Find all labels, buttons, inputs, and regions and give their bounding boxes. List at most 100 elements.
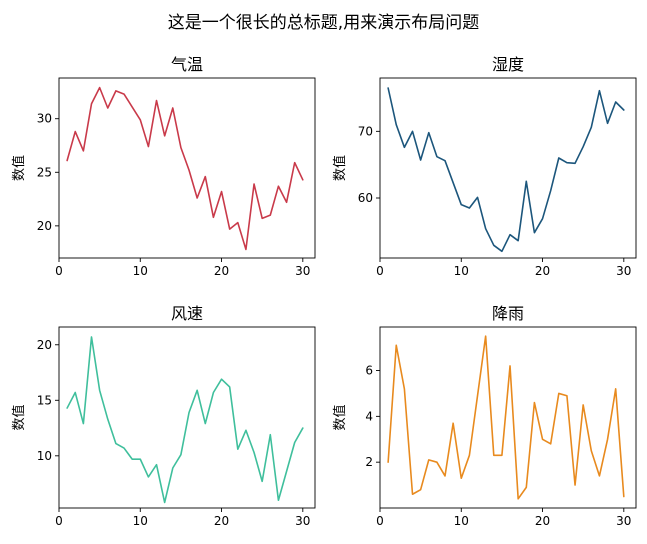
data-point <box>607 123 609 125</box>
x-tick-label: 20 <box>214 514 229 528</box>
data-point <box>452 182 454 184</box>
data-point <box>420 159 422 161</box>
data-point <box>261 481 263 483</box>
y-tick-label: 60 <box>358 191 373 205</box>
subplot-title: 湿度 <box>492 55 524 74</box>
x-tick-label: 30 <box>616 264 631 278</box>
data-point <box>428 459 430 461</box>
x-tick-label: 10 <box>454 514 469 528</box>
data-point <box>91 103 93 105</box>
data-point <box>270 214 272 216</box>
data-point <box>156 464 158 466</box>
series-line <box>66 86 304 251</box>
data-point <box>582 404 584 406</box>
y-tick-label: 6 <box>365 364 373 378</box>
data-point <box>286 471 288 473</box>
y-tick-label: 30 <box>37 112 52 126</box>
data-point <box>460 204 462 206</box>
data-point <box>229 228 231 230</box>
data-point <box>270 434 272 436</box>
data-point <box>115 443 117 445</box>
data-point <box>493 455 495 457</box>
data-point <box>574 163 576 165</box>
data-point <box>485 228 487 230</box>
y-tick-label: 2 <box>365 455 373 469</box>
x-tick-label: 30 <box>295 264 310 278</box>
data-point <box>148 146 150 148</box>
data-point <box>534 402 536 404</box>
data-point <box>412 493 414 495</box>
x-tick-label: 20 <box>214 264 229 278</box>
data-point <box>501 251 503 253</box>
data-point <box>278 499 280 501</box>
data-point <box>148 476 150 478</box>
data-point <box>582 146 584 148</box>
data-point <box>131 458 133 460</box>
data-point <box>245 249 247 251</box>
x-tick-label: 10 <box>454 264 469 278</box>
data-point <box>91 336 93 338</box>
data-point <box>395 124 397 126</box>
axes-frame <box>379 326 637 509</box>
data-point <box>302 179 304 181</box>
data-point <box>261 218 263 220</box>
data-point <box>444 160 446 162</box>
data-point <box>436 156 438 158</box>
data-point <box>253 452 255 454</box>
data-point <box>493 245 495 247</box>
axes-frame <box>58 326 316 509</box>
data-point <box>623 109 625 111</box>
data-point <box>74 131 76 133</box>
data-point <box>66 160 68 162</box>
data-point <box>615 388 617 390</box>
data-point <box>188 169 190 171</box>
data-point <box>469 207 471 209</box>
data-point <box>558 393 560 395</box>
y-axis-label: 数值 <box>332 155 348 181</box>
data-point <box>172 107 174 109</box>
data-point <box>294 162 296 164</box>
data-point <box>99 389 101 391</box>
data-point <box>534 232 536 234</box>
subplot-wind-speed: 风速 0 10 20 30 10 15 20 数值 <box>11 304 316 528</box>
data-point <box>245 429 247 431</box>
data-point <box>591 450 593 452</box>
data-point <box>123 447 125 449</box>
x-tick-label: 0 <box>376 514 384 528</box>
data-point <box>196 197 198 199</box>
data-point <box>115 90 117 92</box>
data-point <box>599 475 601 477</box>
data-point <box>83 150 85 152</box>
axes-frame <box>379 77 637 259</box>
data-point <box>420 489 422 491</box>
data-point <box>204 176 206 178</box>
subplot-humidity: 湿度 0 10 20 30 60 70 数值 <box>332 55 637 278</box>
figure-suptitle: 这是一个很长的总标题,用来演示布局问题 <box>168 13 479 33</box>
data-point <box>387 87 389 89</box>
data-point <box>477 395 479 397</box>
data-point <box>99 87 101 89</box>
data-point <box>213 392 215 394</box>
x-tick-label: 0 <box>55 514 63 528</box>
x-tick-label: 30 <box>295 514 310 528</box>
data-point <box>172 467 174 469</box>
data-point <box>566 162 568 164</box>
data-point <box>469 455 471 457</box>
data-point <box>180 147 182 149</box>
data-point <box>164 502 166 504</box>
data-point <box>517 240 519 242</box>
y-axis-label: 数值 <box>11 155 27 181</box>
y-tick-label: 70 <box>358 124 373 138</box>
data-point <box>615 101 617 103</box>
data-point <box>123 93 125 95</box>
data-point <box>599 90 601 92</box>
data-point <box>404 147 406 149</box>
x-tick-label: 10 <box>133 514 148 528</box>
data-point <box>509 365 511 367</box>
series-line <box>387 87 625 253</box>
data-point <box>188 412 190 414</box>
data-point <box>436 461 438 463</box>
data-point <box>477 197 479 199</box>
data-point <box>525 487 527 489</box>
